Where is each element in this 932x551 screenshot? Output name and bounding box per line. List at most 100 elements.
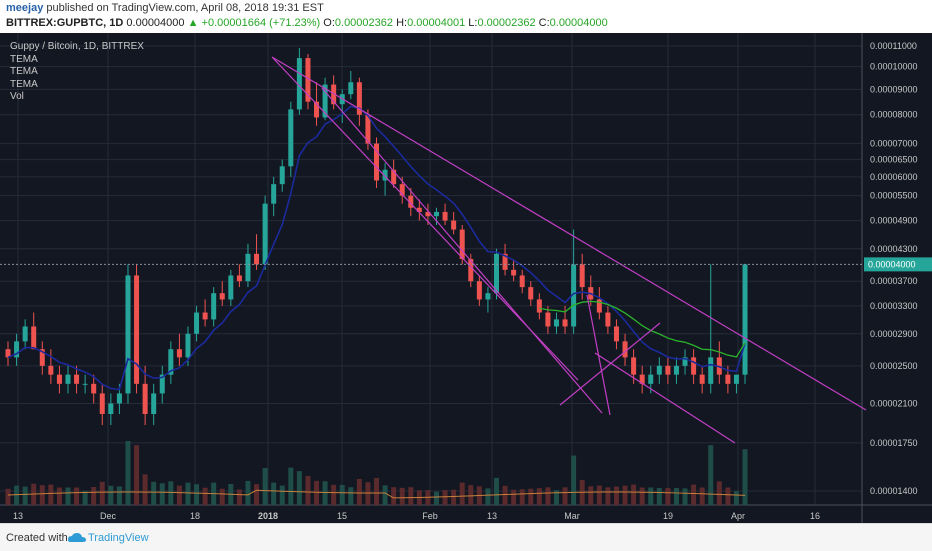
volume-bar bbox=[553, 490, 559, 505]
candle-body bbox=[356, 82, 362, 115]
x-tick-label: Feb bbox=[422, 511, 438, 521]
volume-bar bbox=[708, 445, 714, 505]
candle-body bbox=[391, 169, 397, 185]
candle-body bbox=[348, 82, 354, 95]
candle-body bbox=[296, 58, 302, 110]
candle-body bbox=[185, 333, 191, 358]
candle-body bbox=[451, 220, 457, 230]
candle-body bbox=[159, 374, 165, 394]
candle-body bbox=[665, 365, 671, 375]
volume-bar bbox=[374, 477, 380, 505]
candle-body bbox=[511, 269, 517, 276]
legend-title: Guppy / Bitcoin, 1D, BITTREX bbox=[10, 41, 144, 52]
volume-bar bbox=[219, 488, 225, 505]
candle-body bbox=[374, 143, 380, 181]
volume-bar bbox=[391, 487, 397, 505]
candle-body bbox=[31, 326, 37, 350]
candle-body bbox=[631, 357, 637, 375]
candle-body bbox=[14, 341, 20, 358]
y-tick-label: 0.00003300 bbox=[870, 301, 918, 311]
volume-bar bbox=[254, 484, 260, 505]
candle-body bbox=[74, 374, 80, 384]
volume-bar bbox=[434, 491, 439, 505]
symbol-info: BITTREX:GUPBTC, 1D 0.00004000 ▲ +0.00001… bbox=[6, 17, 608, 31]
volume-bar bbox=[176, 485, 182, 505]
author-link[interactable]: meejay bbox=[6, 2, 44, 14]
volume-bar bbox=[622, 485, 628, 505]
volume-bar bbox=[305, 475, 311, 505]
legend-item-tema-3[interactable]: TEMA bbox=[10, 78, 38, 90]
publish-info: meejay published on TradingView.com, Apr… bbox=[6, 2, 324, 16]
chart-legend: Guppy / Bitcoin, 1D, BITTREX TEMA TEMA T… bbox=[10, 41, 144, 104]
candle-body bbox=[468, 259, 474, 282]
candle-body bbox=[425, 211, 431, 217]
y-tick-label: 0.00002500 bbox=[870, 361, 918, 371]
x-tick-label: 18 bbox=[190, 511, 200, 521]
x-tick-label: 15 bbox=[337, 511, 347, 521]
y-tick-label: 0.00006500 bbox=[870, 155, 918, 165]
y-tick-label: 0.00003700 bbox=[870, 276, 918, 286]
volume-bar bbox=[468, 485, 474, 505]
volume-bar bbox=[699, 487, 705, 505]
candle-body bbox=[545, 312, 551, 327]
candle-body bbox=[485, 293, 491, 300]
legend-item-tema-1[interactable]: TEMA bbox=[10, 53, 38, 65]
y-tick-label: 0.00006000 bbox=[870, 172, 918, 182]
volume-bar bbox=[108, 485, 114, 505]
candle-body bbox=[125, 275, 131, 394]
candle-body bbox=[408, 195, 414, 208]
volume-bar bbox=[639, 487, 645, 505]
candle-body bbox=[245, 253, 251, 282]
volume-bar bbox=[571, 455, 577, 505]
volume-bar bbox=[511, 489, 517, 505]
volume-bar bbox=[519, 489, 525, 505]
volume-bar bbox=[716, 481, 722, 505]
candle-body bbox=[228, 275, 234, 300]
candle-body bbox=[48, 365, 54, 375]
volume-bar bbox=[545, 487, 551, 505]
trend-line bbox=[271, 56, 579, 381]
legend-item-vol[interactable]: Vol bbox=[10, 91, 24, 102]
y-tick-label: 0.00011000 bbox=[870, 41, 917, 51]
open-value: 0.00002362 bbox=[334, 17, 394, 29]
x-tick-label: 2018 bbox=[258, 511, 278, 521]
volume-bar bbox=[656, 487, 662, 505]
candle-body bbox=[279, 166, 285, 185]
candle-body bbox=[314, 101, 320, 118]
close-label: C: bbox=[538, 17, 550, 29]
low-label: L: bbox=[468, 17, 478, 29]
candle-body bbox=[562, 319, 568, 327]
volume-bar bbox=[116, 486, 122, 505]
volume-bar bbox=[408, 487, 414, 505]
y-tick-label: 0.00004900 bbox=[870, 216, 918, 226]
candle-body bbox=[39, 349, 45, 366]
volume-bar bbox=[631, 484, 637, 505]
symbol: BITTREX:GUPBTC, 1D bbox=[6, 17, 124, 29]
candle-body bbox=[65, 374, 71, 384]
price-chart[interactable]: 0.00011000 0.00010000 0.00009000 0.00008000… bbox=[0, 33, 932, 523]
candle-body bbox=[151, 393, 157, 415]
chart-canvas[interactable]: 0.00011000 0.00010000 0.00009000 0.00008000… bbox=[0, 33, 932, 523]
trend-line bbox=[594, 352, 736, 444]
tradingview-brand[interactable]: TradingView bbox=[88, 532, 149, 544]
volume-bar bbox=[665, 487, 671, 505]
volume-bar bbox=[99, 481, 105, 505]
legend-item-tema-2[interactable]: TEMA bbox=[10, 66, 38, 77]
volume-bar bbox=[331, 484, 337, 505]
volume-bar bbox=[14, 485, 20, 505]
volume-bar bbox=[528, 488, 534, 505]
candle-body bbox=[708, 357, 714, 384]
volume-bar bbox=[202, 487, 208, 505]
volume-bar bbox=[588, 486, 594, 505]
candle-body bbox=[613, 326, 619, 342]
current-price-tag bbox=[864, 257, 932, 272]
volume-bar bbox=[82, 491, 88, 505]
volume-bar bbox=[605, 487, 611, 505]
y-tick-label: 0.00002100 bbox=[870, 398, 918, 408]
candle-body bbox=[176, 349, 182, 358]
created-with-text: Created with bbox=[6, 532, 68, 544]
candle-body bbox=[639, 374, 645, 384]
footer: Created with TradingView bbox=[0, 523, 932, 551]
candle-body bbox=[459, 229, 465, 260]
candle-body bbox=[331, 84, 337, 105]
